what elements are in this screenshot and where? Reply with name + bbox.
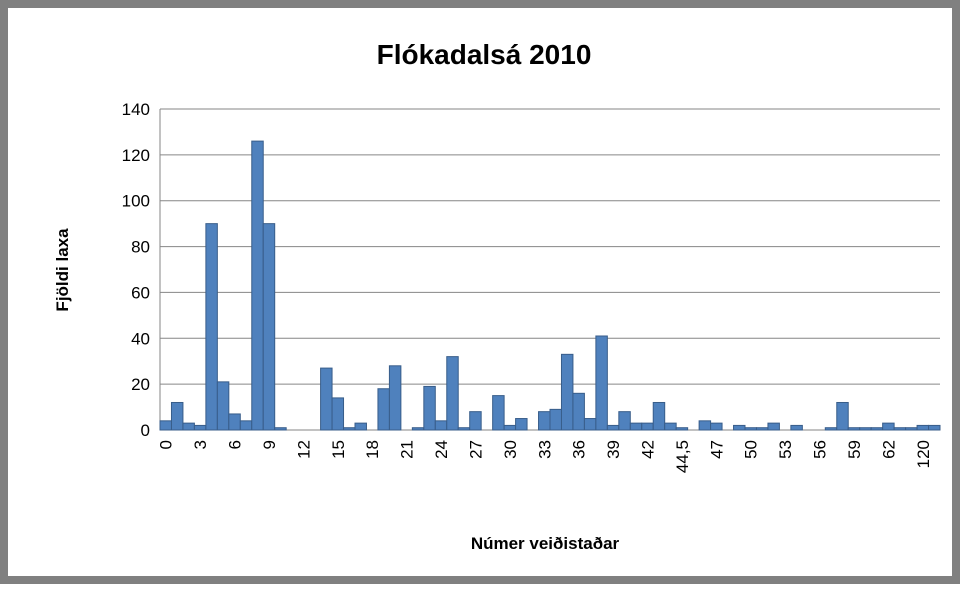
bar [629, 422, 643, 431]
bar [744, 427, 757, 431]
x-tick-label: 24 [432, 440, 451, 459]
bar [698, 420, 712, 431]
x-tick-label: 30 [501, 440, 520, 459]
bar [893, 427, 907, 431]
x-tick-label: 62 [879, 440, 898, 459]
x-tick-label: 120 [914, 440, 933, 468]
x-tick-label: 6 [226, 440, 245, 449]
bar [870, 427, 884, 431]
x-tick-label: 21 [398, 440, 417, 459]
bar [710, 422, 723, 431]
bar [262, 223, 276, 431]
bar [916, 424, 930, 431]
x-tick-label: 9 [260, 440, 279, 449]
x-tick-label: 39 [604, 440, 623, 459]
bar [583, 418, 597, 431]
x-tick-label: 50 [742, 440, 761, 459]
bar [755, 427, 769, 431]
bar [343, 427, 356, 431]
y-axis-label: Fjöldi laxa [53, 228, 72, 312]
y-tick-label: 80 [131, 238, 150, 257]
bar [354, 422, 367, 431]
bar [193, 424, 207, 431]
x-tick-label: 47 [707, 440, 726, 459]
bar [388, 365, 402, 431]
bar [446, 356, 459, 431]
bar [641, 422, 654, 431]
bar [767, 422, 780, 431]
x-tick-label: 33 [535, 440, 554, 459]
bar [572, 392, 585, 431]
bar [159, 420, 172, 431]
y-tick-label: 60 [131, 283, 150, 302]
chart-title: Flókadalsá 2010 [377, 39, 592, 70]
bar [905, 427, 918, 431]
x-tick-label: 36 [570, 440, 589, 459]
bar [882, 422, 895, 431]
x-tick-label: 18 [363, 440, 382, 459]
bar [847, 427, 861, 431]
y-tick-label: 120 [122, 146, 150, 165]
bar [538, 411, 551, 431]
bar [733, 424, 746, 431]
bar [618, 411, 631, 431]
bar [228, 413, 241, 431]
bar [836, 401, 849, 431]
x-axis-label: Númer veiðistaðar [471, 534, 620, 553]
y-tick-label: 40 [131, 329, 150, 348]
bar [492, 395, 505, 431]
y-tick-label: 0 [141, 421, 150, 440]
bar [549, 408, 562, 431]
bar [859, 427, 872, 431]
x-tick-label: 53 [776, 440, 795, 459]
bar [377, 388, 390, 431]
bar [560, 353, 574, 431]
bar [457, 427, 471, 431]
bar [606, 424, 620, 431]
x-tick-label: 0 [157, 440, 176, 449]
bar [423, 385, 436, 431]
bar [664, 422, 677, 431]
bar [469, 411, 482, 431]
bar [411, 427, 425, 431]
bar [790, 424, 803, 431]
x-tick-label: 42 [639, 440, 658, 459]
x-tick-label: 12 [294, 440, 313, 459]
bar [928, 424, 941, 431]
y-tick-label: 140 [122, 100, 150, 119]
bar [652, 401, 666, 431]
x-tick-label: 27 [466, 440, 485, 459]
bar [182, 422, 195, 431]
x-tick-label: 59 [845, 440, 864, 459]
bar [331, 397, 345, 431]
x-tick-label: 44,5 [673, 440, 692, 473]
bar [595, 335, 608, 431]
x-tick-label: 56 [811, 440, 830, 459]
bar [274, 427, 287, 431]
bar [251, 140, 264, 431]
bar [205, 223, 218, 431]
bar [239, 420, 253, 431]
bar [434, 420, 448, 431]
x-tick-label: 3 [191, 440, 210, 449]
y-tick-label: 20 [131, 375, 150, 394]
bar [824, 427, 838, 431]
bar [320, 367, 333, 431]
bar [216, 381, 230, 431]
bar [170, 401, 184, 431]
x-tick-label: 15 [329, 440, 348, 459]
bar [675, 427, 689, 431]
y-tick-label: 100 [122, 192, 150, 211]
bar [503, 424, 517, 431]
bar [515, 418, 528, 431]
